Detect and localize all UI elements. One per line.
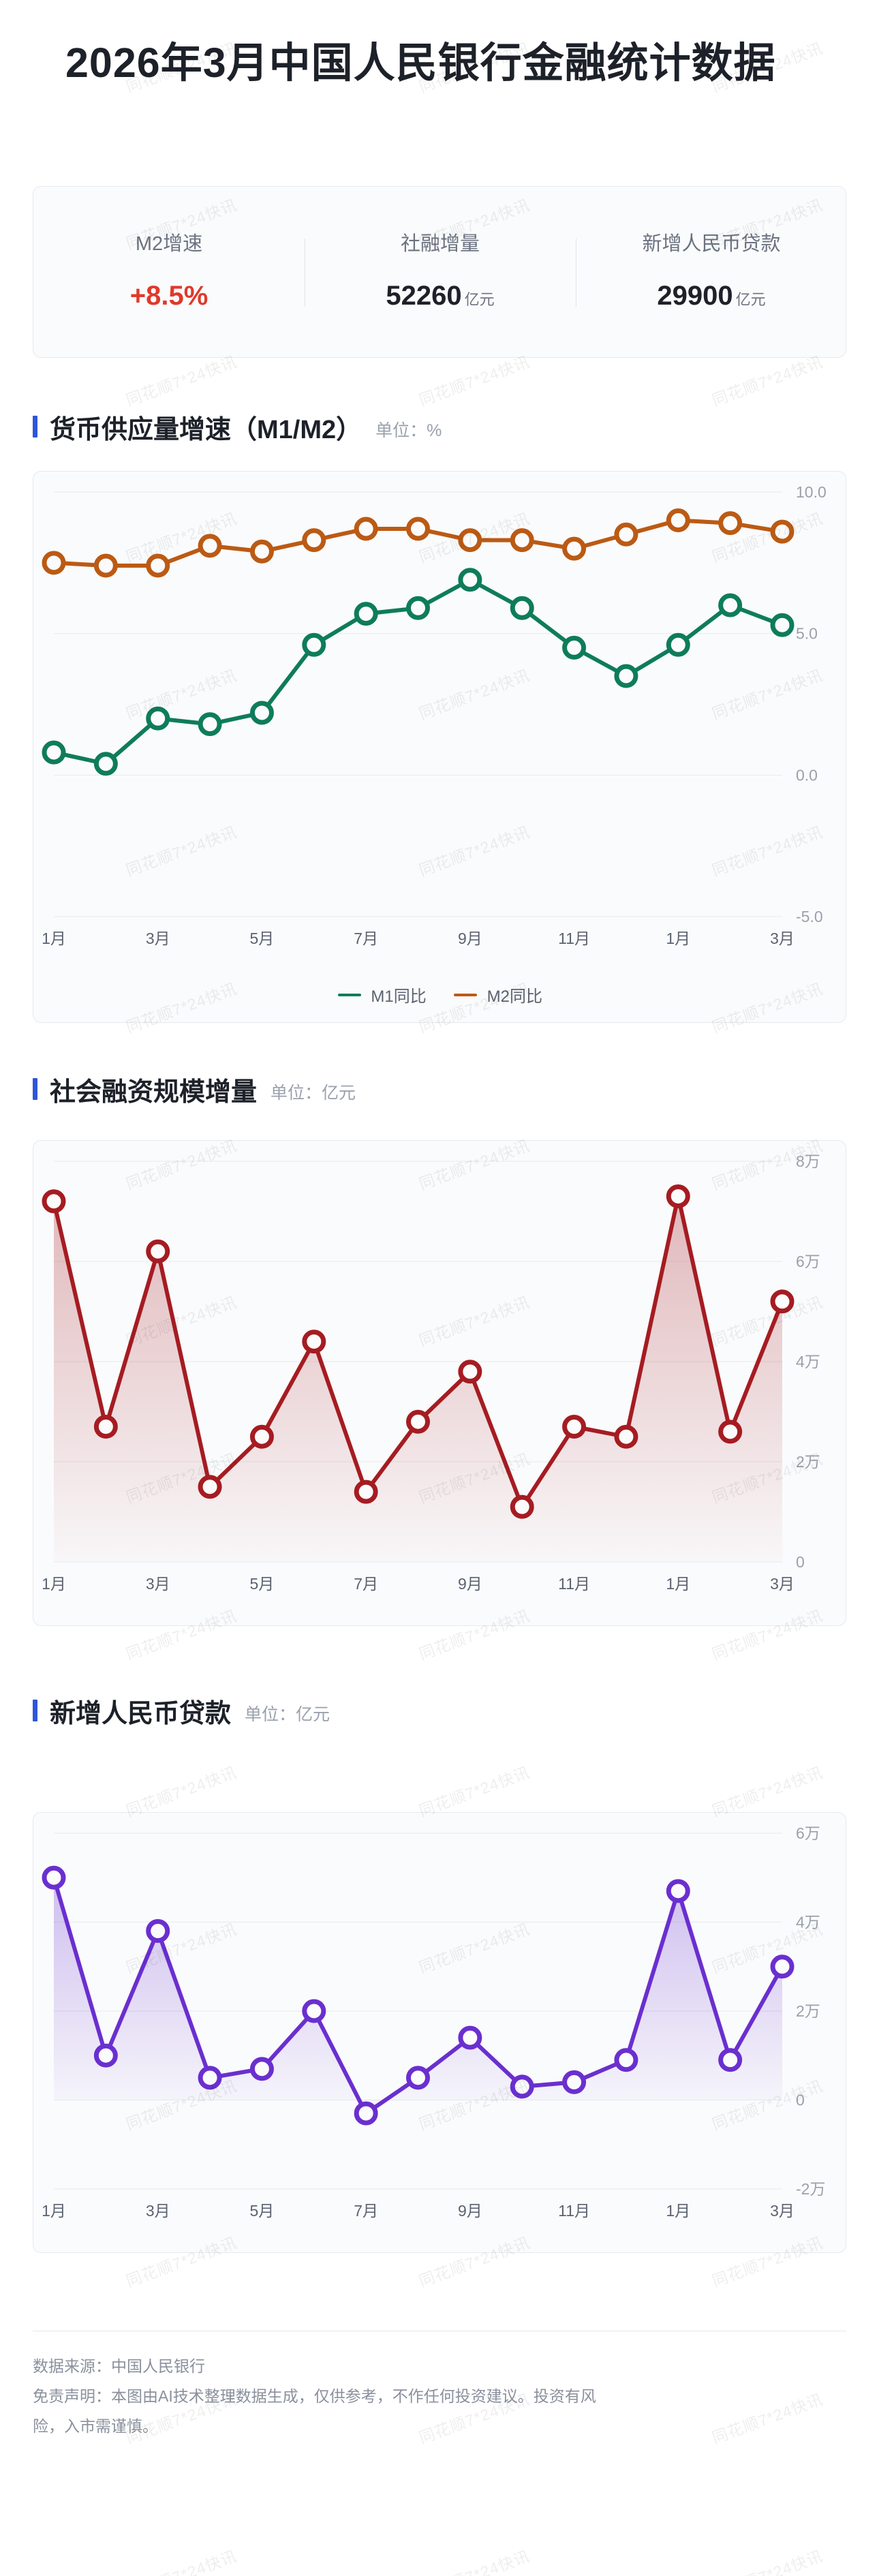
svg-text:0.0: 0.0: [796, 766, 818, 784]
svg-text:9月: 9月: [458, 2202, 482, 2220]
svg-text:9月: 9月: [458, 930, 482, 947]
svg-text:3月: 3月: [770, 1575, 795, 1593]
svg-text:3月: 3月: [770, 2202, 795, 2220]
svg-text:1月: 1月: [666, 2202, 690, 2220]
svg-text:11月: 11月: [558, 930, 590, 947]
svg-text:7月: 7月: [354, 1575, 378, 1593]
svg-text:4万: 4万: [796, 1914, 820, 1931]
svg-text:8万: 8万: [796, 1152, 820, 1170]
svg-text:6万: 6万: [796, 1253, 820, 1270]
svg-text:5月: 5月: [250, 2202, 275, 2220]
svg-text:9月: 9月: [458, 1575, 482, 1593]
svg-text:-2万: -2万: [796, 2180, 825, 2198]
svg-text:10.0: 10.0: [796, 483, 827, 501]
svg-text:5.0: 5.0: [796, 625, 818, 643]
svg-text:3月: 3月: [770, 930, 795, 947]
svg-text:3月: 3月: [146, 930, 170, 947]
svg-text:1月: 1月: [666, 1575, 690, 1593]
svg-text:5月: 5月: [250, 1575, 275, 1593]
svg-text:3月: 3月: [146, 2202, 170, 2220]
svg-text:6万: 6万: [796, 1824, 820, 1842]
svg-text:7月: 7月: [354, 2202, 378, 2220]
svg-text:1月: 1月: [42, 1575, 66, 1593]
svg-text:11月: 11月: [558, 1575, 590, 1593]
svg-text:1月: 1月: [42, 2202, 66, 2220]
svg-text:2万: 2万: [796, 2002, 820, 2020]
svg-text:7月: 7月: [354, 930, 378, 947]
svg-text:2万: 2万: [796, 1453, 820, 1471]
svg-text:4万: 4万: [796, 1353, 820, 1370]
svg-text:5月: 5月: [250, 930, 275, 947]
svg-text:1月: 1月: [666, 930, 690, 947]
svg-text:-5.0: -5.0: [796, 908, 823, 925]
svg-text:0: 0: [796, 2091, 805, 2109]
svg-text:1月: 1月: [42, 930, 66, 947]
svg-text:0: 0: [796, 1553, 805, 1571]
svg-text:3月: 3月: [146, 1575, 170, 1593]
svg-text:11月: 11月: [558, 2202, 590, 2220]
